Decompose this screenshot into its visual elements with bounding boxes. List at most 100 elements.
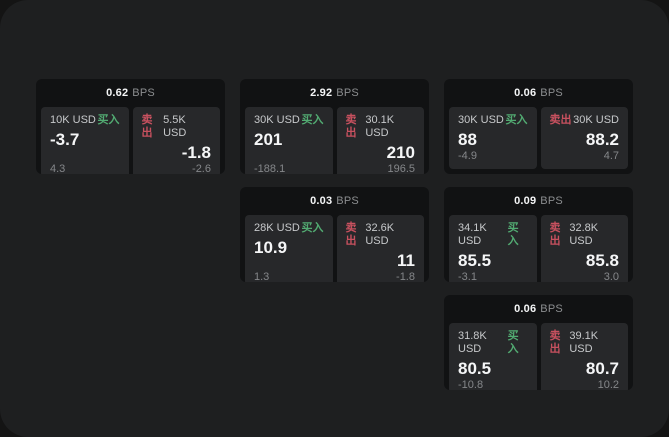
quote-panels: 30K USD 买入 88 -4.9 卖出 30K USD 88.2 4.7 (444, 107, 633, 174)
buy-amount-label: 10K USD (50, 114, 96, 126)
bps-unit-label: BPS (336, 195, 359, 207)
card-header: 0.62 BPS (36, 79, 225, 107)
buy-delta: 4.3 (50, 163, 66, 174)
buy-price: 88 (458, 130, 477, 149)
sell-panel-top: 卖出 32.6K USD (346, 222, 416, 248)
bps-value: 0.06 (514, 303, 537, 315)
quote-card: 0.06 BPS 30K USD 买入 88 -4.9 卖出 30K USD 8… (444, 79, 633, 174)
buy-delta: -3.1 (458, 271, 477, 282)
sell-delta: 10.2 (597, 379, 619, 390)
sell-panel[interactable]: 卖出 39.1K USD 80.7 10.2 (540, 323, 628, 390)
sell-tag: 卖出 (345, 114, 357, 139)
quote-panels: 30K USD 买入 201 -188.1 卖出 30.1K USD 210 1… (240, 107, 429, 174)
sell-panel-top: 卖出 30.1K USD (346, 114, 416, 140)
quote-panels: 28K USD 买入 10.9 1.3 卖出 32.6K USD 11 -1.8 (240, 215, 429, 282)
buy-panel[interactable]: 10K USD 买入 -3.7 4.3 (41, 107, 129, 174)
sell-price: 80.7 (585, 359, 619, 378)
quote-card: 0.06 BPS 31.8K USD 买入 80.5 -10.8 卖出 39.1… (444, 295, 633, 390)
sell-panel-top: 卖出 32.8K USD (550, 222, 620, 248)
buy-panel-top: 10K USD 买入 (50, 114, 120, 127)
sell-amount-label: 39.1K USD (569, 330, 599, 355)
sell-panel[interactable]: 卖出 30K USD 88.2 4.7 (540, 107, 628, 169)
bps-value: 0.06 (514, 87, 537, 99)
quote-card: 2.92 BPS 30K USD 买入 201 -188.1 卖出 30.1K … (240, 79, 429, 174)
sell-panel-top: 卖出 30K USD (550, 114, 620, 127)
sell-delta: 4.7 (603, 150, 619, 162)
sell-delta: 196.5 (387, 163, 415, 174)
sell-tag: 卖出 (141, 114, 153, 139)
buy-panel[interactable]: 30K USD 买入 88 -4.9 (449, 107, 537, 169)
quote-panels: 10K USD 买入 -3.7 4.3 卖出 5.5K USD -1.8 -2.… (36, 107, 225, 174)
bps-unit-label: BPS (132, 87, 155, 99)
quote-card: 0.09 BPS 34.1K USD 买入 85.5 -3.1 卖出 32.8K… (444, 187, 633, 282)
sell-panel[interactable]: 卖出 5.5K USD -1.8 -2.6 (132, 107, 220, 174)
sell-amount-label: 30.1K USD (365, 114, 395, 139)
card-header: 0.03 BPS (240, 187, 429, 215)
sell-panel[interactable]: 卖出 30.1K USD 210 196.5 (336, 107, 424, 174)
bps-value: 2.92 (310, 87, 333, 99)
buy-tag: 买入 (301, 222, 324, 234)
sell-price: 85.8 (585, 251, 619, 270)
quote-card-grid: 0.62 BPS 10K USD 买入 -3.7 4.3 卖出 5.5K USD… (36, 79, 633, 390)
buy-amount-label: 30K USD (458, 114, 504, 126)
buy-delta: -4.9 (458, 150, 477, 162)
card-header: 2.92 BPS (240, 79, 429, 107)
quote-card: 0.03 BPS 28K USD 买入 10.9 1.3 卖出 32.6K US… (240, 187, 429, 282)
buy-price: -3.7 (50, 130, 80, 149)
bps-value: 0.62 (106, 87, 129, 99)
quote-panels: 34.1K USD 买入 85.5 -3.1 卖出 32.8K USD 85.8… (444, 215, 633, 282)
buy-tag: 买入 (507, 330, 519, 355)
buy-amount-label: 34.1K USD (458, 222, 487, 247)
sell-delta: -1.8 (396, 271, 415, 282)
sell-tag: 卖出 (345, 222, 357, 247)
buy-panel[interactable]: 30K USD 买入 201 -188.1 (245, 107, 333, 174)
sell-panel[interactable]: 卖出 32.6K USD 11 -1.8 (336, 215, 424, 282)
card-header: 0.06 BPS (444, 295, 633, 323)
bps-unit-label: BPS (540, 195, 563, 207)
buy-amount-label: 28K USD (254, 222, 300, 234)
buy-price: 10.9 (254, 238, 288, 257)
sell-price: 11 (397, 251, 415, 270)
bps-unit-label: BPS (336, 87, 359, 99)
buy-panel[interactable]: 28K USD 买入 10.9 1.3 (245, 215, 333, 282)
bps-unit-label: BPS (540, 303, 563, 315)
buy-delta: 1.3 (254, 271, 270, 282)
buy-price: 80.5 (458, 359, 492, 378)
sell-panel-top: 卖出 5.5K USD (142, 114, 212, 140)
buy-panel-top: 34.1K USD 买入 (458, 222, 528, 248)
bps-value: 0.09 (514, 195, 537, 207)
sell-tag: 卖出 (549, 330, 561, 355)
buy-amount-label: 30K USD (254, 114, 300, 126)
sell-amount-label: 5.5K USD (163, 114, 187, 139)
sell-price: 210 (386, 143, 415, 162)
buy-panel-top: 31.8K USD 买入 (458, 330, 528, 356)
buy-panel-top: 30K USD 买入 (458, 114, 528, 127)
sell-price: -1.8 (181, 143, 211, 162)
sell-price: 88.2 (585, 130, 619, 149)
buy-price: 85.5 (458, 251, 492, 270)
buy-price: 201 (254, 130, 283, 149)
bps-unit-label: BPS (540, 87, 563, 99)
buy-tag: 买入 (507, 222, 519, 247)
buy-panel[interactable]: 31.8K USD 买入 80.5 -10.8 (449, 323, 537, 390)
buy-delta: -10.8 (458, 379, 484, 390)
sell-panel[interactable]: 卖出 32.8K USD 85.8 3.0 (540, 215, 628, 282)
sell-amount-label: 32.6K USD (365, 222, 395, 247)
card-header: 0.06 BPS (444, 79, 633, 107)
sell-amount-label: 32.8K USD (569, 222, 599, 247)
buy-panel[interactable]: 34.1K USD 买入 85.5 -3.1 (449, 215, 537, 282)
buy-panel-top: 30K USD 买入 (254, 114, 324, 127)
buy-tag: 买入 (97, 114, 120, 126)
sell-tag: 卖出 (549, 114, 572, 126)
buy-tag: 买入 (301, 114, 324, 126)
sell-delta: -2.6 (192, 163, 211, 174)
bps-value: 0.03 (310, 195, 333, 207)
buy-delta: -188.1 (254, 163, 286, 174)
buy-panel-top: 28K USD 买入 (254, 222, 324, 235)
card-header: 0.09 BPS (444, 187, 633, 215)
buy-amount-label: 31.8K USD (458, 330, 487, 355)
buy-tag: 买入 (505, 114, 528, 126)
quote-panels: 31.8K USD 买入 80.5 -10.8 卖出 39.1K USD 80.… (444, 323, 633, 390)
